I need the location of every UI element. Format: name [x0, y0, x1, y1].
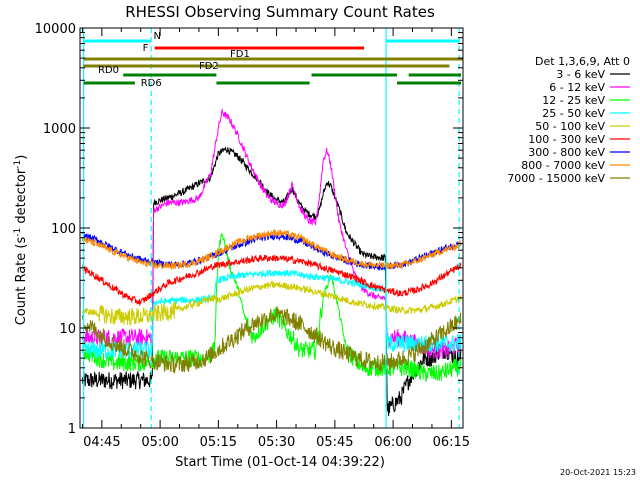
series-line-9	[81, 306, 462, 374]
flag-label-f: F	[143, 43, 149, 54]
flag-bar-f-1	[154, 46, 364, 50]
series-line-4	[81, 269, 462, 360]
chart-title: RHESSI Observing Summary Count Rates	[125, 3, 435, 21]
legend-label-2: 6 - 12 keV	[549, 81, 605, 94]
legend-header: Det 1,3,6,9, Att 0	[535, 55, 630, 68]
flag-bar-rd6-3	[396, 81, 462, 85]
x-tick-label-5: 05:45	[316, 435, 353, 450]
y-axis: 1 10 100 1000 10000	[35, 22, 463, 437]
flag-bars: NF FD1 FD2 RD0 RD6	[83, 31, 463, 89]
y-tick-label-1: 1	[68, 422, 76, 437]
x-axis-label: Start Time (01-Oct-14 04:39:22)	[175, 455, 385, 470]
y-tick-label-2: 10	[59, 322, 76, 337]
flag-label-fd2: FD2	[199, 61, 219, 72]
legend-label-1: 3 - 6 keV	[556, 68, 605, 81]
series-line-1	[81, 146, 462, 417]
y-tick-label-3: 100	[51, 222, 76, 237]
x-tick-label-1: 04:45	[83, 435, 120, 450]
legend-label-5: 50 - 100 keV	[535, 120, 605, 133]
y-tick-label-5: 10000	[35, 22, 76, 37]
series-line-8	[81, 228, 462, 271]
x-axis: 04:45 05:00 05:15 05:30 05:45 06:00 06:15	[81, 28, 470, 450]
flag-bar-rd0-2	[311, 73, 397, 77]
flag-bar-rd6-2	[216, 81, 310, 85]
series-line-6	[82, 254, 462, 306]
flag-bar-fd2-2	[216, 64, 450, 68]
flag-bar-fd1-1	[83, 57, 463, 61]
series-line-5	[81, 280, 462, 326]
x-tick-label-6: 06:00	[374, 435, 411, 450]
legend-label-3: 12 - 25 keV	[542, 94, 605, 107]
legend-label-8: 800 - 7000 keV	[521, 159, 605, 172]
x-tick-label-7: 06:15	[433, 435, 470, 450]
flag-label-n: N	[154, 31, 161, 42]
y-axis-label: Count Rate (s-1 detector-1)	[13, 155, 29, 326]
series-line-7	[81, 231, 462, 272]
y-tick-label-4: 1000	[43, 122, 76, 137]
footer-timestamp: 20-Oct-2021 15:23	[560, 468, 636, 477]
flag-bar-n-2	[386, 39, 460, 43]
legend-label-9: 7000 - 15000 keV	[507, 172, 605, 185]
flag-label-fd1: FD1	[230, 49, 250, 60]
flag-bar-fd2-1	[83, 64, 214, 68]
legend-label-4: 25 - 50 keV	[542, 107, 605, 120]
x-tick-label-2: 05:00	[141, 435, 178, 450]
flag-bar-rd6-1	[83, 81, 135, 85]
flag-bar-n-1	[83, 39, 152, 43]
flag-label-rd0: RD0	[98, 65, 119, 76]
flag-label-rd6: RD6	[141, 78, 162, 89]
flag-bar-rd0-1	[123, 73, 217, 77]
legend-label-6: 100 - 300 keV	[528, 133, 605, 146]
series-layer	[81, 108, 462, 417]
x-tick-label-4: 05:30	[258, 435, 295, 450]
x-tick-label-3: 05:15	[200, 435, 237, 450]
legend-label-7: 300 - 800 keV	[528, 146, 605, 159]
flag-bar-rd0-3	[408, 73, 462, 77]
